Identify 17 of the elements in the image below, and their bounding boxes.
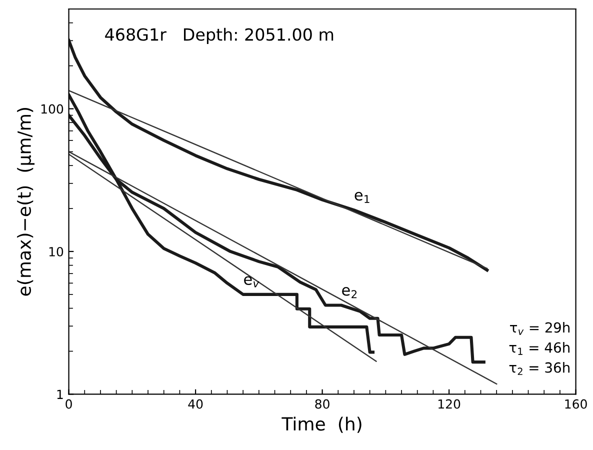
series-label: e$_{1}$	[354, 192, 370, 203]
x-tick-label: 160	[565, 399, 587, 409]
y-axis-title: e(max)−e(t) (μm/m)	[17, 108, 35, 296]
y-tick-label: 10	[49, 246, 64, 256]
x-tick-label: 40	[188, 399, 203, 409]
y-tick-label: 1	[57, 390, 63, 399]
annotation: τ$_{2}$ = 36h	[509, 362, 570, 375]
annotation: τ$_{v}$ = 29h	[510, 322, 570, 335]
x-tick-label: 80	[315, 399, 330, 409]
series-label: e$_{2}$	[342, 287, 357, 298]
x-tick-label: 0	[66, 399, 72, 409]
y-tick-label: 100	[41, 104, 64, 114]
annotation: τ$_{1}$ = 46h	[509, 342, 570, 355]
series-label: e$_{v}$	[244, 276, 260, 288]
x-tick-label: 120	[438, 399, 460, 409]
x-axis-title: Time (h)	[282, 416, 362, 433]
text: 468G1r Depth: 2051.00 m	[105, 28, 334, 44]
